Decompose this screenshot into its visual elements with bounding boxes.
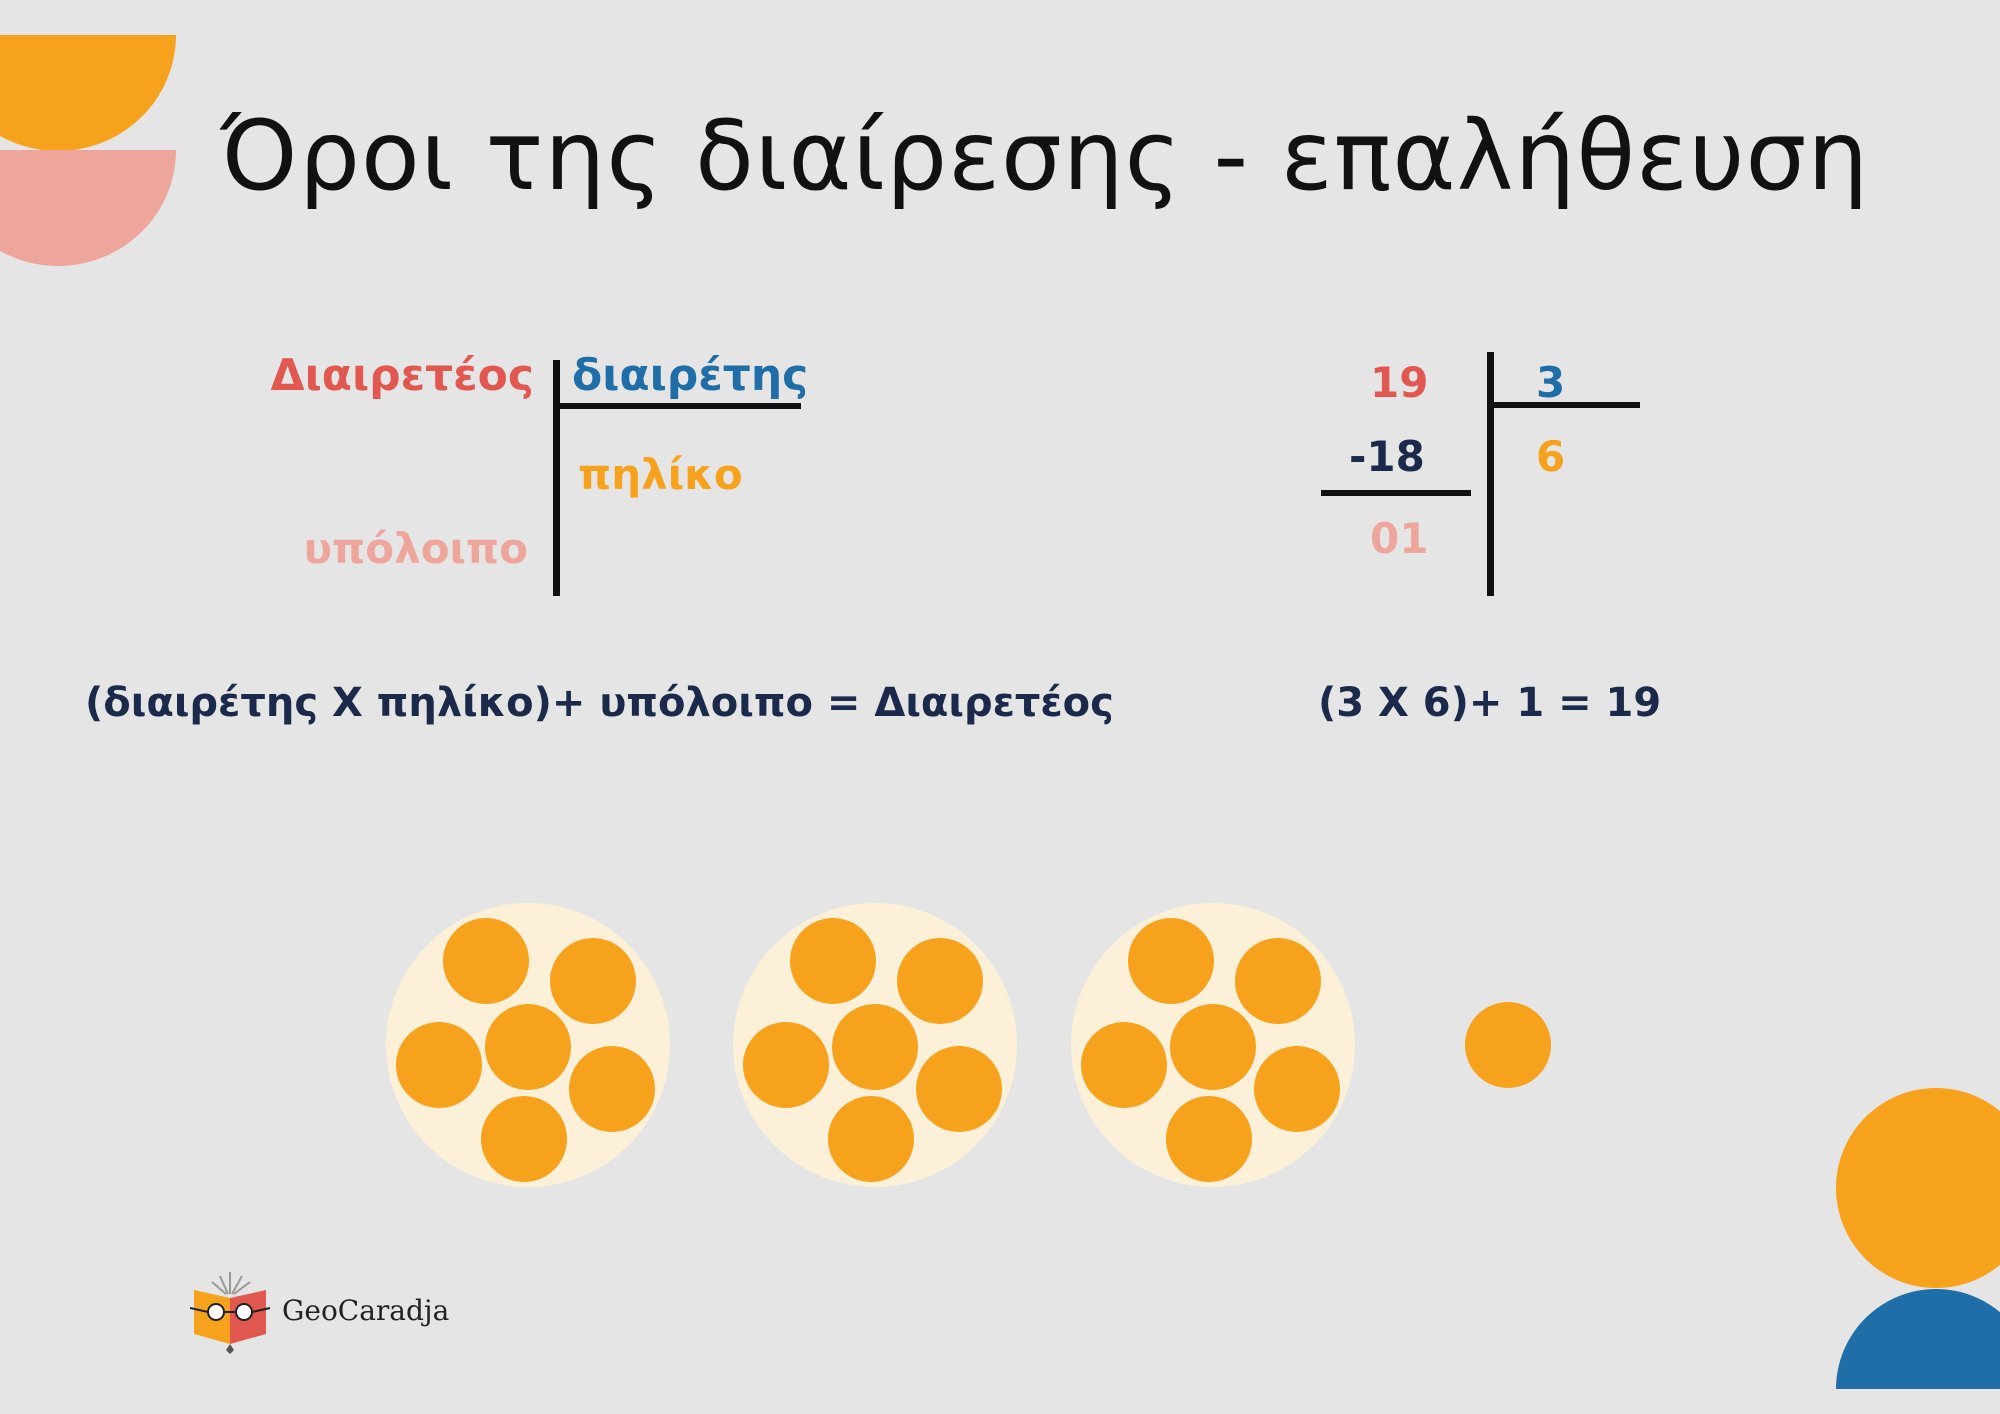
term-remainder: υπόλοιπο xyxy=(303,524,528,573)
term-dividend: Διαιρετέος xyxy=(270,350,534,401)
counter-dot xyxy=(485,1004,571,1090)
counter-dot xyxy=(443,918,529,1004)
counter-dot xyxy=(550,938,636,1024)
term-quotient: πηλίκο xyxy=(578,450,743,499)
counter-dot xyxy=(916,1046,1002,1132)
counter-dot xyxy=(1166,1096,1252,1182)
example-subtract-line xyxy=(1321,490,1471,496)
deco-pink-semicircle xyxy=(0,150,176,266)
division-horizontal-line xyxy=(553,403,801,409)
counter-dot xyxy=(1254,1046,1340,1132)
counter-dot xyxy=(790,918,876,1004)
example-vertical-line xyxy=(1487,352,1494,596)
counter-dot xyxy=(897,938,983,1024)
example-quotient: 6 xyxy=(1536,432,1566,481)
leftover-dot xyxy=(1465,1002,1551,1088)
example-remainder: 01 xyxy=(1370,514,1429,563)
deco-orange-semicircle xyxy=(0,35,176,151)
counter-dot xyxy=(569,1046,655,1132)
example-divisor: 3 xyxy=(1536,358,1566,407)
book-glasses-icon xyxy=(190,1272,271,1354)
counter-dot xyxy=(1235,938,1321,1024)
counter-dot xyxy=(1128,918,1214,1004)
deco-orange-circle-bottom-right xyxy=(1836,1088,2000,1288)
counter-dot xyxy=(1170,1004,1256,1090)
division-vertical-line xyxy=(553,360,560,596)
counter-dot xyxy=(1081,1022,1167,1108)
counter-dot xyxy=(396,1022,482,1108)
counter-dot xyxy=(743,1022,829,1108)
logo: GeoCaradja xyxy=(190,1268,450,1354)
verification-formula: (διαιρέτης Χ πηλίκο)+ υπόλοιπο = Διαιρετ… xyxy=(85,680,1114,726)
logo-text: GeoCaradja xyxy=(282,1294,450,1327)
term-divisor: διαιρέτης xyxy=(572,350,809,401)
example-dividend: 19 xyxy=(1370,358,1429,407)
verification-example: (3 Χ 6)+ 1 = 19 xyxy=(1318,680,1662,726)
example-horizontal-line xyxy=(1490,402,1640,408)
deco-blue-semicircle-bottom-right xyxy=(1836,1289,2000,1389)
counter-dot xyxy=(828,1096,914,1182)
example-subtract: -18 xyxy=(1349,432,1425,481)
page-title: Όροι της διαίρεσης - επαλήθευση xyxy=(220,100,1870,212)
counter-dot xyxy=(832,1004,918,1090)
counter-dot xyxy=(481,1096,567,1182)
